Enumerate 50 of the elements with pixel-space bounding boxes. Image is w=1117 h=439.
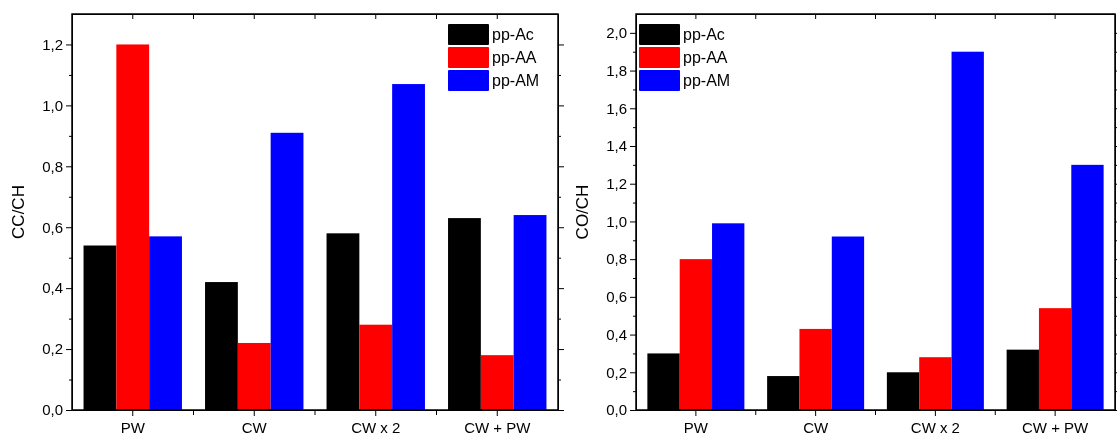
y-tick-label: 0,8 xyxy=(606,250,627,268)
legend-label: pp-AM xyxy=(683,72,731,89)
bar xyxy=(712,223,745,410)
y-tick-label: 0,4 xyxy=(42,279,63,297)
y-tick-label: 0,6 xyxy=(606,288,627,306)
y-tick-label: 0,8 xyxy=(42,157,63,175)
x-tick-label: CW x 2 xyxy=(351,418,401,436)
bar xyxy=(270,132,304,410)
bar xyxy=(392,84,425,410)
legend-label: pp-AM xyxy=(492,72,540,89)
y-axis-title: CC/CH xyxy=(9,185,28,239)
y-tick-label: 1,8 xyxy=(606,61,627,79)
x-tick-label: PW xyxy=(120,418,146,436)
y-axis-title: CO/CH xyxy=(573,184,592,240)
bar xyxy=(480,355,514,410)
x-tick-label: PW xyxy=(683,418,709,436)
y-tick-label: 1,0 xyxy=(606,212,627,230)
bar xyxy=(831,236,865,410)
y-tick-label: 1,2 xyxy=(606,175,627,193)
bar xyxy=(1071,164,1104,410)
legend-label: pp-Ac xyxy=(683,26,725,43)
y-tick-label: 0,2 xyxy=(42,340,63,358)
y-tick-label: 1,4 xyxy=(606,137,627,155)
y-tick-label: 1,0 xyxy=(42,96,63,114)
x-tick-label: CW + PW xyxy=(464,418,532,436)
bar xyxy=(513,215,547,410)
legend-label: pp-Ac xyxy=(492,26,534,43)
x-tick-label: CW + PW xyxy=(1022,418,1090,436)
bar xyxy=(237,342,271,410)
bar xyxy=(359,324,393,410)
legend-label: pp-AA xyxy=(492,49,537,66)
bar xyxy=(116,44,150,410)
legend-label: pp-AA xyxy=(683,49,728,66)
bar xyxy=(919,357,952,410)
y-tick-label: 1,2 xyxy=(42,35,63,53)
bar xyxy=(679,259,713,410)
x-tick-label: CW xyxy=(803,418,829,436)
bar xyxy=(1038,308,1072,410)
x-tick-label: CW x 2 xyxy=(910,418,960,436)
bar xyxy=(799,328,832,410)
bar xyxy=(149,236,182,410)
y-tick-label: 0,2 xyxy=(606,363,627,381)
y-tick-label: 1,6 xyxy=(606,99,627,117)
y-tick-label: 0,0 xyxy=(42,401,63,419)
bar xyxy=(951,51,984,410)
y-tick-label: 0,0 xyxy=(606,401,627,419)
y-tick-label: 0,6 xyxy=(42,218,63,236)
y-tick-label: 0,4 xyxy=(606,325,627,343)
y-tick-label: 2,0 xyxy=(606,24,627,42)
x-tick-label: CW xyxy=(241,418,268,436)
